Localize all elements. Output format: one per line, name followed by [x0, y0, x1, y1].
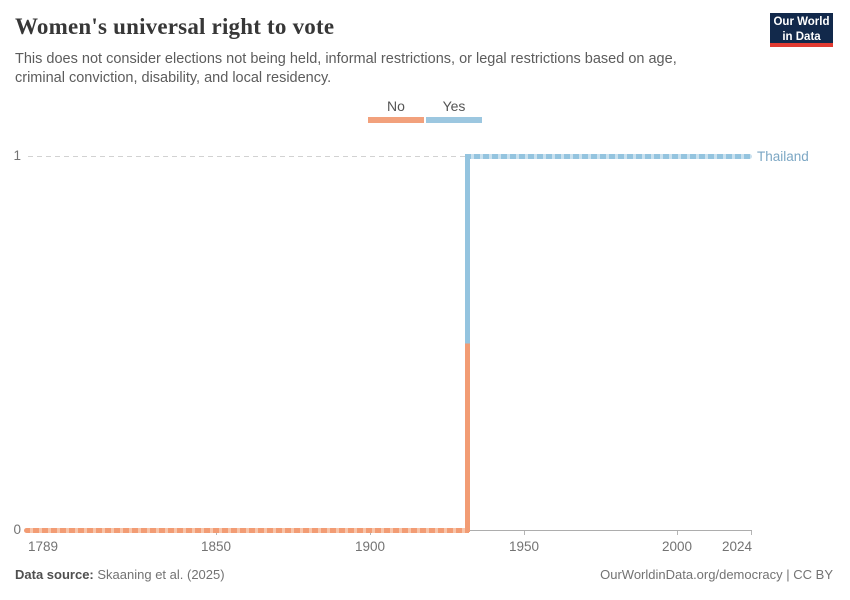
series-segment-no[interactable]	[24, 528, 469, 533]
legend-swatch-yes	[426, 117, 482, 123]
page-title: Women's universal right to vote	[15, 14, 335, 39]
x-tick-mark	[370, 531, 371, 535]
legend-label-no: No	[387, 98, 405, 114]
series-step-transition[interactable]	[465, 155, 470, 532]
x-tick-mark	[524, 531, 525, 535]
x-tick-label-2024: 2024	[721, 539, 752, 554]
series-segment-yes[interactable]	[465, 154, 752, 159]
legend-item-yes[interactable]: Yes	[426, 98, 482, 123]
data-source-label: Data source:	[15, 567, 94, 582]
x-tick-label-1900: 1900	[354, 539, 386, 554]
data-source: Data source: Skaaning et al. (2025)	[15, 567, 225, 582]
x-tick-label-1789: 1789	[28, 539, 59, 554]
subtitle-line1: This does not consider elections not bei…	[15, 51, 677, 67]
chart-footer: Data source: Skaaning et al. (2025) OurW…	[15, 567, 833, 582]
license-link[interactable]: OurWorldinData.org/democracy | CC BY	[600, 567, 833, 582]
chart-subtitle: This does not consider elections not bei…	[15, 50, 725, 87]
legend-item-no[interactable]: No	[368, 98, 424, 123]
x-tick-mark	[216, 531, 217, 535]
data-source-value[interactable]: Skaaning et al. (2025)	[97, 567, 225, 582]
y-tick-label-0: 0	[13, 522, 21, 537]
owid-logo-line1: Our World	[773, 16, 830, 28]
legend-label-yes: Yes	[442, 98, 466, 114]
x-tick-mark	[677, 531, 678, 535]
x-tick-label-2000: 2000	[661, 539, 693, 554]
entity-label-thailand[interactable]: Thailand	[757, 149, 809, 164]
legend: No Yes	[0, 98, 850, 123]
x-tick-label-1950: 1950	[508, 539, 540, 554]
legend-swatch-no	[368, 117, 424, 123]
gridline-y1	[28, 156, 752, 157]
owid-logo-line2: in Data	[782, 30, 821, 43]
subtitle-line2: criminal conviction, disability, and loc…	[15, 69, 332, 86]
x-tick-label-1850: 1850	[200, 539, 232, 554]
y-tick-label-1: 1	[13, 148, 21, 163]
owid-logo[interactable]: Our World in Data	[770, 13, 833, 47]
x-tick-mark	[751, 531, 752, 535]
